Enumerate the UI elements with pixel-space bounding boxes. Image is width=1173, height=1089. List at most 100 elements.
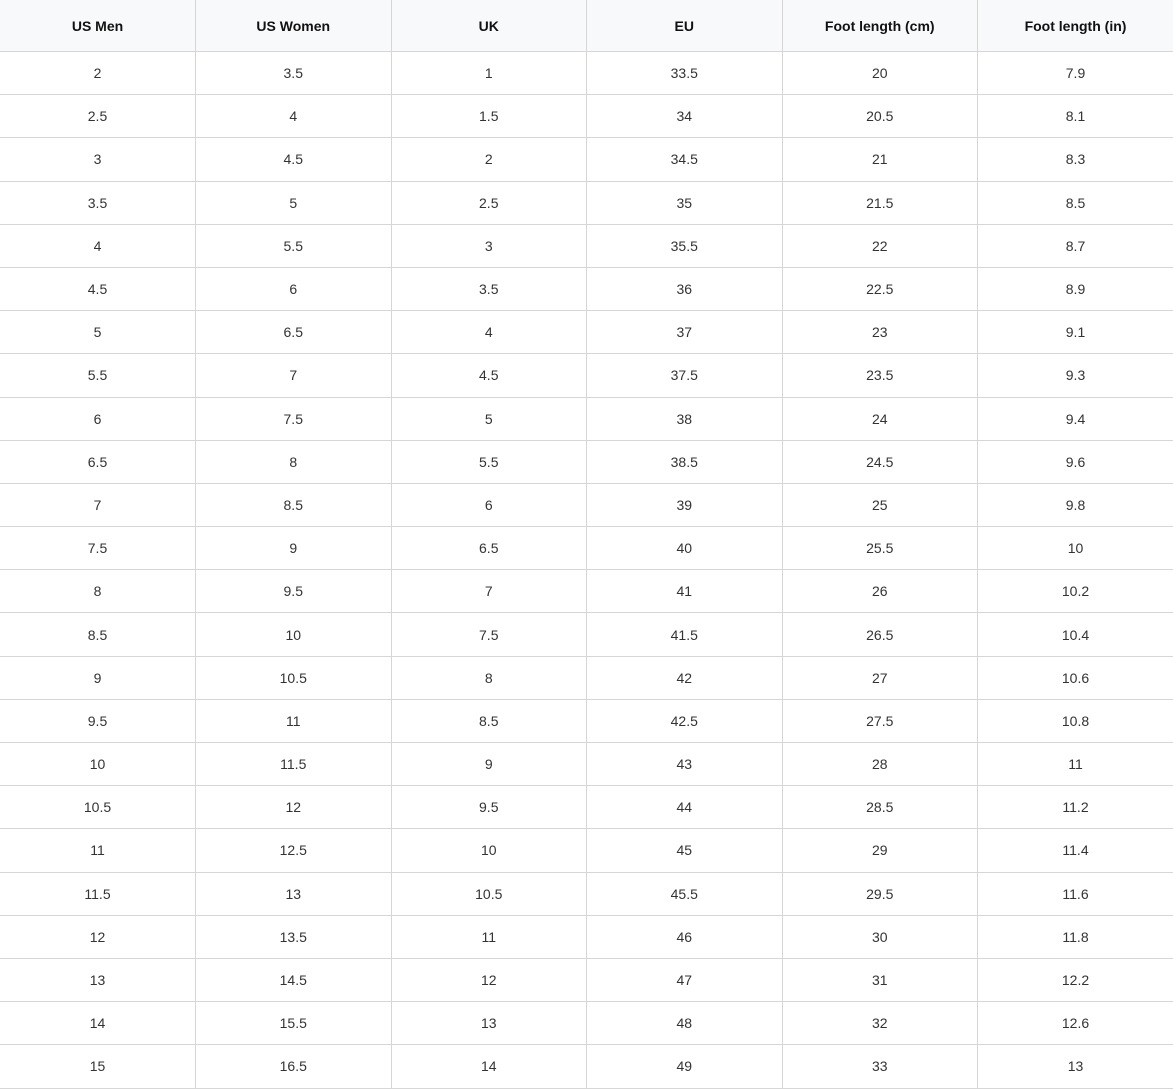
table-cell: 12.2 bbox=[978, 958, 1173, 1001]
table-cell: 13 bbox=[978, 1045, 1173, 1088]
table-cell: 12 bbox=[391, 958, 587, 1001]
table-cell: 5 bbox=[391, 397, 587, 440]
table-cell: 11.8 bbox=[978, 915, 1173, 958]
table-cell: 10.8 bbox=[978, 699, 1173, 742]
table-cell: 10.5 bbox=[391, 872, 587, 915]
table-cell: 8 bbox=[0, 570, 196, 613]
table-cell: 22 bbox=[782, 224, 978, 267]
table-cell: 10.5 bbox=[196, 656, 392, 699]
table-cell: 26.5 bbox=[782, 613, 978, 656]
table-cell: 8.1 bbox=[978, 95, 1173, 138]
table-cell: 3.5 bbox=[196, 52, 392, 95]
table-cell: 9.5 bbox=[196, 570, 392, 613]
table-cell: 45.5 bbox=[587, 872, 783, 915]
table-cell: 1.5 bbox=[391, 95, 587, 138]
table-cell: 20 bbox=[782, 52, 978, 95]
table-cell: 7 bbox=[196, 354, 392, 397]
table-cell: 5.5 bbox=[196, 224, 392, 267]
table-cell: 11.5 bbox=[0, 872, 196, 915]
table-cell: 4.5 bbox=[391, 354, 587, 397]
table-cell: 23.5 bbox=[782, 354, 978, 397]
table-cell: 24.5 bbox=[782, 440, 978, 483]
table-cell: 49 bbox=[587, 1045, 783, 1088]
table-cell: 28 bbox=[782, 743, 978, 786]
table-cell: 13 bbox=[0, 958, 196, 1001]
table-cell: 6 bbox=[0, 397, 196, 440]
table-cell: 9 bbox=[196, 527, 392, 570]
table-cell: 42.5 bbox=[587, 699, 783, 742]
table-cell: 48 bbox=[587, 1002, 783, 1045]
table-cell: 40 bbox=[587, 527, 783, 570]
table-cell: 27 bbox=[782, 656, 978, 699]
table-cell: 2.5 bbox=[391, 181, 587, 224]
table-cell: 9 bbox=[0, 656, 196, 699]
table-cell: 37.5 bbox=[587, 354, 783, 397]
table-cell: 6 bbox=[196, 267, 392, 310]
table-cell: 23 bbox=[782, 311, 978, 354]
column-header: US Men bbox=[0, 0, 196, 52]
table-cell: 6 bbox=[391, 483, 587, 526]
table-cell: 10 bbox=[978, 527, 1173, 570]
table-cell: 21.5 bbox=[782, 181, 978, 224]
table-cell: 24 bbox=[782, 397, 978, 440]
table-cell: 9.5 bbox=[0, 699, 196, 742]
table-cell: 9.4 bbox=[978, 397, 1173, 440]
table-cell: 11 bbox=[391, 915, 587, 958]
table-cell: 11.6 bbox=[978, 872, 1173, 915]
table-cell: 7.5 bbox=[0, 527, 196, 570]
table-cell: 30 bbox=[782, 915, 978, 958]
table-cell: 37 bbox=[587, 311, 783, 354]
table-cell: 12.5 bbox=[196, 829, 392, 872]
column-header: UK bbox=[391, 0, 587, 52]
table-cell: 5 bbox=[0, 311, 196, 354]
table-cell: 12 bbox=[0, 915, 196, 958]
table-cell: 36 bbox=[587, 267, 783, 310]
table-cell: 46 bbox=[587, 915, 783, 958]
table-cell: 47 bbox=[587, 958, 783, 1001]
table-cell: 1 bbox=[391, 52, 587, 95]
table-cell: 11 bbox=[978, 743, 1173, 786]
table-cell: 15.5 bbox=[196, 1002, 392, 1045]
table-cell: 4 bbox=[196, 95, 392, 138]
table-cell: 7.5 bbox=[196, 397, 392, 440]
table-cell: 29 bbox=[782, 829, 978, 872]
table-cell: 3 bbox=[0, 138, 196, 181]
table-cell: 29.5 bbox=[782, 872, 978, 915]
table-cell: 41.5 bbox=[587, 613, 783, 656]
table-cell: 3.5 bbox=[0, 181, 196, 224]
table-cell: 28.5 bbox=[782, 786, 978, 829]
table-cell: 42 bbox=[587, 656, 783, 699]
table-cell: 11.4 bbox=[978, 829, 1173, 872]
table-cell: 6.5 bbox=[196, 311, 392, 354]
table-cell: 5.5 bbox=[391, 440, 587, 483]
table-cell: 11.5 bbox=[196, 743, 392, 786]
table-cell: 12 bbox=[196, 786, 392, 829]
table-cell: 9.3 bbox=[978, 354, 1173, 397]
table-cell: 33.5 bbox=[587, 52, 783, 95]
table-cell: 39 bbox=[587, 483, 783, 526]
table-cell: 22.5 bbox=[782, 267, 978, 310]
table-cell: 35 bbox=[587, 181, 783, 224]
table-cell: 33 bbox=[782, 1045, 978, 1088]
table-cell: 21 bbox=[782, 138, 978, 181]
column-header: US Women bbox=[196, 0, 392, 52]
table-cell: 10.5 bbox=[0, 786, 196, 829]
